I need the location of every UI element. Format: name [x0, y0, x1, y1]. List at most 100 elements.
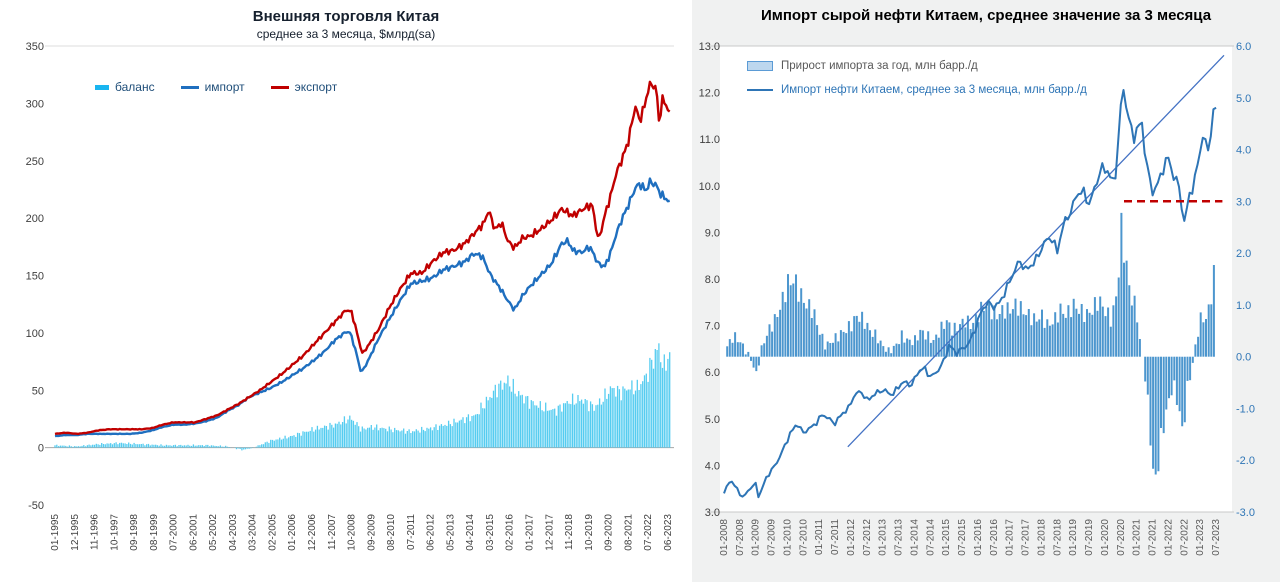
- x-tick-label: 01-2021: [1132, 519, 1143, 556]
- x-tick-label: 10-2019: [584, 514, 595, 551]
- x-tick-label: 07-2023: [1211, 519, 1222, 556]
- legend-item-balance: баланс: [95, 80, 155, 94]
- legend-item-import: импорт: [180, 80, 245, 94]
- x-tick-label: 07-2010: [798, 519, 809, 556]
- oil-import-line: [723, 89, 1217, 499]
- y-left-tick-label: 6.0: [705, 367, 720, 379]
- x-tick-label: 07-2022: [1179, 519, 1190, 556]
- x-tick-label: 11-2018: [564, 514, 575, 550]
- x-tick-label: 03-2004: [248, 514, 259, 551]
- x-tick-label: 01-2019: [1068, 519, 1079, 556]
- x-tick-label: 10-2008: [347, 514, 358, 551]
- x-tick-label: 01-2014: [909, 519, 920, 556]
- x-tick-label: 01-2009: [751, 519, 762, 556]
- x-tick-label: 07-2011: [406, 514, 417, 550]
- y-left-tick-label: 5.0: [705, 414, 720, 426]
- x-tick-label: 01-2006: [287, 514, 298, 551]
- legend-label-oil-import: Импорт нефти Китаем, среднее за 3 месяца…: [781, 84, 1087, 96]
- left-chart-title: Внешняя торговля Китая: [252, 8, 440, 25]
- x-tick-label: 11-2007: [327, 514, 338, 550]
- oil-line-swatch-icon: [747, 88, 773, 92]
- x-tick-label: 06-2023: [663, 514, 674, 551]
- x-tick-label: 05-2002: [208, 514, 219, 551]
- y-left-tick-label: 10.0: [699, 181, 720, 193]
- x-tick-label: 01-2017: [1005, 519, 1016, 556]
- x-tick-label: 01-1995: [50, 514, 61, 551]
- legend-label-yoy-growth: Прирост импорта за год, млн барр./д: [781, 60, 978, 72]
- legend-label-import: импорт: [204, 80, 245, 94]
- export-line: [54, 80, 671, 436]
- y-right-tick-label: -2.0: [1236, 455, 1255, 467]
- x-tick-label: 07-2015: [957, 519, 968, 556]
- x-tick-label: 01-2022: [1163, 519, 1174, 556]
- x-tick-label: 07-2019: [1084, 519, 1095, 556]
- x-tick-label: 07-2009: [767, 519, 778, 556]
- y-right-tick-label: 0.0: [1236, 352, 1251, 364]
- legend-item-export: экспорт: [270, 80, 338, 94]
- x-tick-label: 09-2009: [366, 514, 377, 551]
- x-tick-label: 07-2008: [735, 519, 746, 556]
- legend-label-export: экспорт: [294, 80, 338, 94]
- x-tick-label: 01-2012: [846, 519, 857, 556]
- balance-bars: [54, 343, 671, 451]
- y-left-tick-label: 4.0: [705, 460, 720, 472]
- y-left-tick-label: 12.0: [699, 88, 720, 100]
- y-right-tick-label: 4.0: [1236, 145, 1251, 157]
- x-tick-label: 06-2001: [188, 514, 199, 551]
- x-tick-label: 12-2017: [544, 514, 555, 551]
- balance-swatch-icon: [95, 84, 109, 90]
- right-chart-legend: Прирост импорта за год, млн барр./д Импо…: [747, 60, 1087, 96]
- y-left-tick-label: 9.0: [705, 227, 720, 239]
- left-chart-subtitle: среднее за 3 месяца, $млрд(sa): [256, 27, 436, 41]
- y-left-tick-label: 11.0: [699, 134, 720, 146]
- x-tick-label: 07-2011: [830, 519, 841, 555]
- x-tick-label: 01-2013: [878, 519, 889, 556]
- y-right-tick-label: 6.0: [1236, 41, 1251, 53]
- x-tick-label: 09-2020: [604, 514, 615, 551]
- import-swatch-icon: [180, 85, 199, 89]
- x-tick-label: 08-2021: [623, 514, 634, 551]
- x-tick-label: 07-2021: [1148, 519, 1159, 556]
- right-chart-title: Импорт сырой нефти Китаем, среднее значе…: [760, 7, 1212, 24]
- x-tick-label: 01-2023: [1195, 519, 1206, 556]
- x-tick-label: 07-2016: [989, 519, 1000, 556]
- y-tick-label: 0: [38, 443, 44, 455]
- y-left-tick-label: 3.0: [705, 507, 720, 519]
- y-left-tick-label: 13.0: [699, 41, 720, 53]
- x-tick-label: 06-2012: [426, 514, 437, 551]
- x-tick-label: 12-1995: [70, 514, 81, 551]
- x-tick-label: 02-2016: [505, 514, 516, 551]
- y-tick-label: 250: [26, 156, 44, 168]
- export-swatch-icon: [270, 85, 289, 89]
- y-tick-label: 50: [32, 385, 44, 397]
- x-tick-label: 08-2010: [386, 514, 397, 551]
- y-tick-label: 150: [26, 271, 44, 283]
- x-tick-label: 07-2020: [1116, 519, 1127, 556]
- legend-item-yoy-growth: Прирост импорта за год, млн барр./д: [747, 60, 1087, 72]
- y-right-tick-label: 3.0: [1236, 196, 1251, 208]
- x-tick-label: 01-2020: [1100, 519, 1111, 556]
- x-tick-label: 10-1997: [109, 514, 120, 551]
- x-tick-label: 04-2003: [228, 514, 239, 551]
- y-tick-label: 300: [26, 98, 44, 110]
- x-tick-label: 07-2012: [862, 519, 873, 556]
- y-left-tick-label: 8.0: [705, 274, 720, 286]
- x-tick-label: 07-2014: [925, 519, 936, 556]
- x-tick-label: 07-2000: [169, 514, 180, 551]
- legend-item-oil-import: Импорт нефти Китаем, среднее за 3 месяца…: [747, 84, 1087, 96]
- x-tick-label: 01-2008: [719, 519, 730, 556]
- x-tick-label: 03-2015: [485, 514, 496, 551]
- x-tick-label: 07-2013: [894, 519, 905, 556]
- x-tick-label: 05-2013: [445, 514, 456, 551]
- y-tick-label: 100: [26, 328, 44, 340]
- trend-line: [847, 54, 1225, 448]
- x-tick-label: 07-2017: [1021, 519, 1032, 556]
- import-line: [54, 177, 670, 438]
- x-tick-label: 01-2015: [941, 519, 952, 556]
- y-right-tick-label: 2.0: [1236, 248, 1251, 260]
- x-tick-label: 01-2017: [524, 514, 535, 551]
- y-tick-label: 350: [26, 41, 44, 53]
- y-left-tick-label: 7.0: [705, 321, 720, 333]
- left-chart-plot: 350 300 250 200 150 100 50 0 -50 01-1995 12-1995 11…: [26, 41, 674, 551]
- y-right-tick-label: -1.0: [1236, 403, 1255, 415]
